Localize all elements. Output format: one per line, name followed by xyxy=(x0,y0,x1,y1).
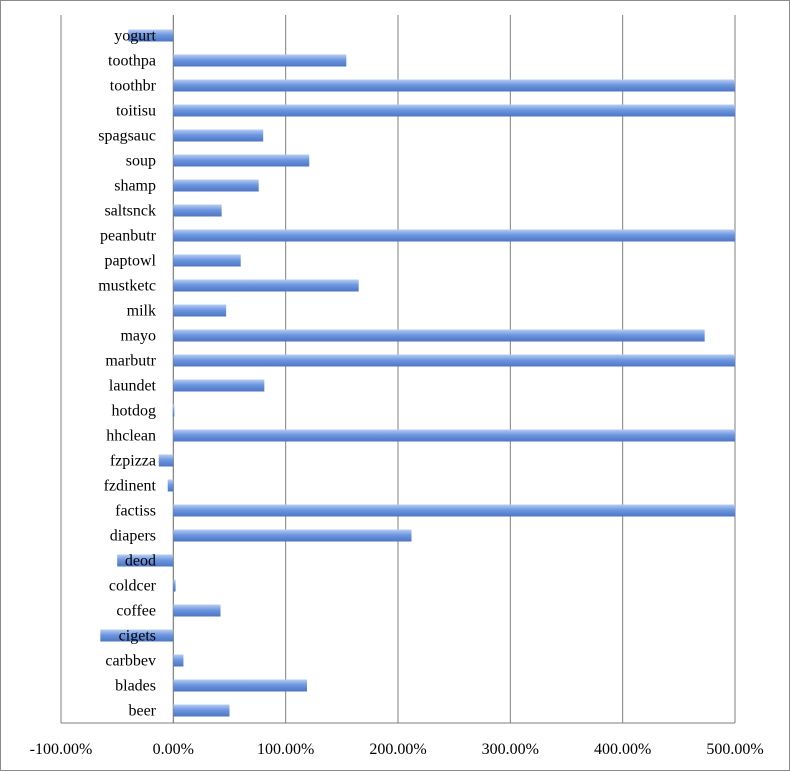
bar-mustketc xyxy=(173,279,359,292)
bar-paptowl xyxy=(173,254,241,267)
x-tick-label: 300.00% xyxy=(482,741,539,758)
bar-hhclean xyxy=(173,429,736,442)
x-tick-label: 500.00% xyxy=(706,741,763,758)
category-label-laundet: laundet xyxy=(109,378,157,395)
bar-blades xyxy=(173,679,308,692)
bar-carbbev xyxy=(173,654,184,667)
bar-factiss xyxy=(173,504,736,517)
bar-fzpizza xyxy=(158,454,174,467)
category-label-toothbr: toothbr xyxy=(110,78,157,95)
bar-diapers xyxy=(173,529,412,542)
category-label-fzdinent: fzdinent xyxy=(104,478,157,495)
x-tick-label: 400.00% xyxy=(594,741,651,758)
bar-milk xyxy=(173,304,227,317)
bar-coffee xyxy=(173,604,221,617)
bar-laundet xyxy=(173,379,265,392)
bar-saltsnck xyxy=(173,204,222,217)
bar-toitisu xyxy=(173,104,736,117)
category-label-toitisu: toitisu xyxy=(116,103,156,120)
bar-mayo xyxy=(173,329,705,342)
bar-toothpa xyxy=(173,54,347,67)
bar-fzdinent xyxy=(167,479,174,492)
category-label-diapers: diapers xyxy=(110,528,156,545)
bar-hotdog xyxy=(172,404,175,417)
bar-cigets xyxy=(100,629,174,642)
category-label-hotdog: hotdog xyxy=(112,403,156,420)
x-tick-label: 0.00% xyxy=(153,741,194,758)
category-labels: beer blades carbbev cigets coffee coldcer deod… xyxy=(98,28,156,720)
x-tick-label: 200.00% xyxy=(369,741,426,758)
bar-marbutr xyxy=(173,354,736,367)
category-label-soup: soup xyxy=(126,153,156,170)
x-tick-label: -100.00% xyxy=(30,741,93,758)
category-label-blades: blades xyxy=(115,678,156,695)
bar-shamp xyxy=(173,179,259,192)
bar-soup xyxy=(173,154,310,167)
category-label-factiss: factiss xyxy=(115,503,156,520)
category-label-shamp: shamp xyxy=(114,178,156,195)
category-label-coffee: coffee xyxy=(116,603,156,620)
category-label-toothpa: toothpa xyxy=(108,53,156,70)
category-label-carbbev: carbbev xyxy=(105,653,156,670)
bar-spagsauc xyxy=(173,129,264,142)
bar-deod xyxy=(117,554,174,567)
category-label-coldcer: coldcer xyxy=(109,578,157,595)
category-label-hhclean: hhclean xyxy=(106,428,156,445)
category-label-spagsauc: spagsauc xyxy=(98,128,156,145)
bars xyxy=(100,29,736,717)
category-label-yogurt: yogurt xyxy=(114,28,156,45)
category-label-marbutr: marbutr xyxy=(105,353,156,370)
gridlines xyxy=(60,15,736,724)
bar-beer xyxy=(173,704,230,717)
x-tick-labels: -100.00% 0.00% 100.00% 200.00% 300.00% 400.00… xyxy=(30,741,764,758)
category-label-beer: beer xyxy=(128,703,156,720)
bar-peanbutr xyxy=(173,229,736,242)
bar-coldcer xyxy=(173,579,176,592)
category-label-peanbutr: peanbutr xyxy=(100,228,157,245)
category-label-paptowl: paptowl xyxy=(104,253,156,270)
category-label-saltsnck: saltsnck xyxy=(104,203,156,220)
x-tick-label: 100.00% xyxy=(257,741,314,758)
category-label-milk: milk xyxy=(127,303,156,320)
category-label-fzpizza: fzpizza xyxy=(110,453,156,470)
category-label-mayo: mayo xyxy=(120,328,156,345)
category-label-mustketc: mustketc xyxy=(98,278,156,295)
category-label-deod: deod xyxy=(125,553,156,570)
category-label-cigets: cigets xyxy=(119,628,156,645)
bar-yogurt xyxy=(128,29,174,42)
bar-toothbr xyxy=(173,79,736,92)
